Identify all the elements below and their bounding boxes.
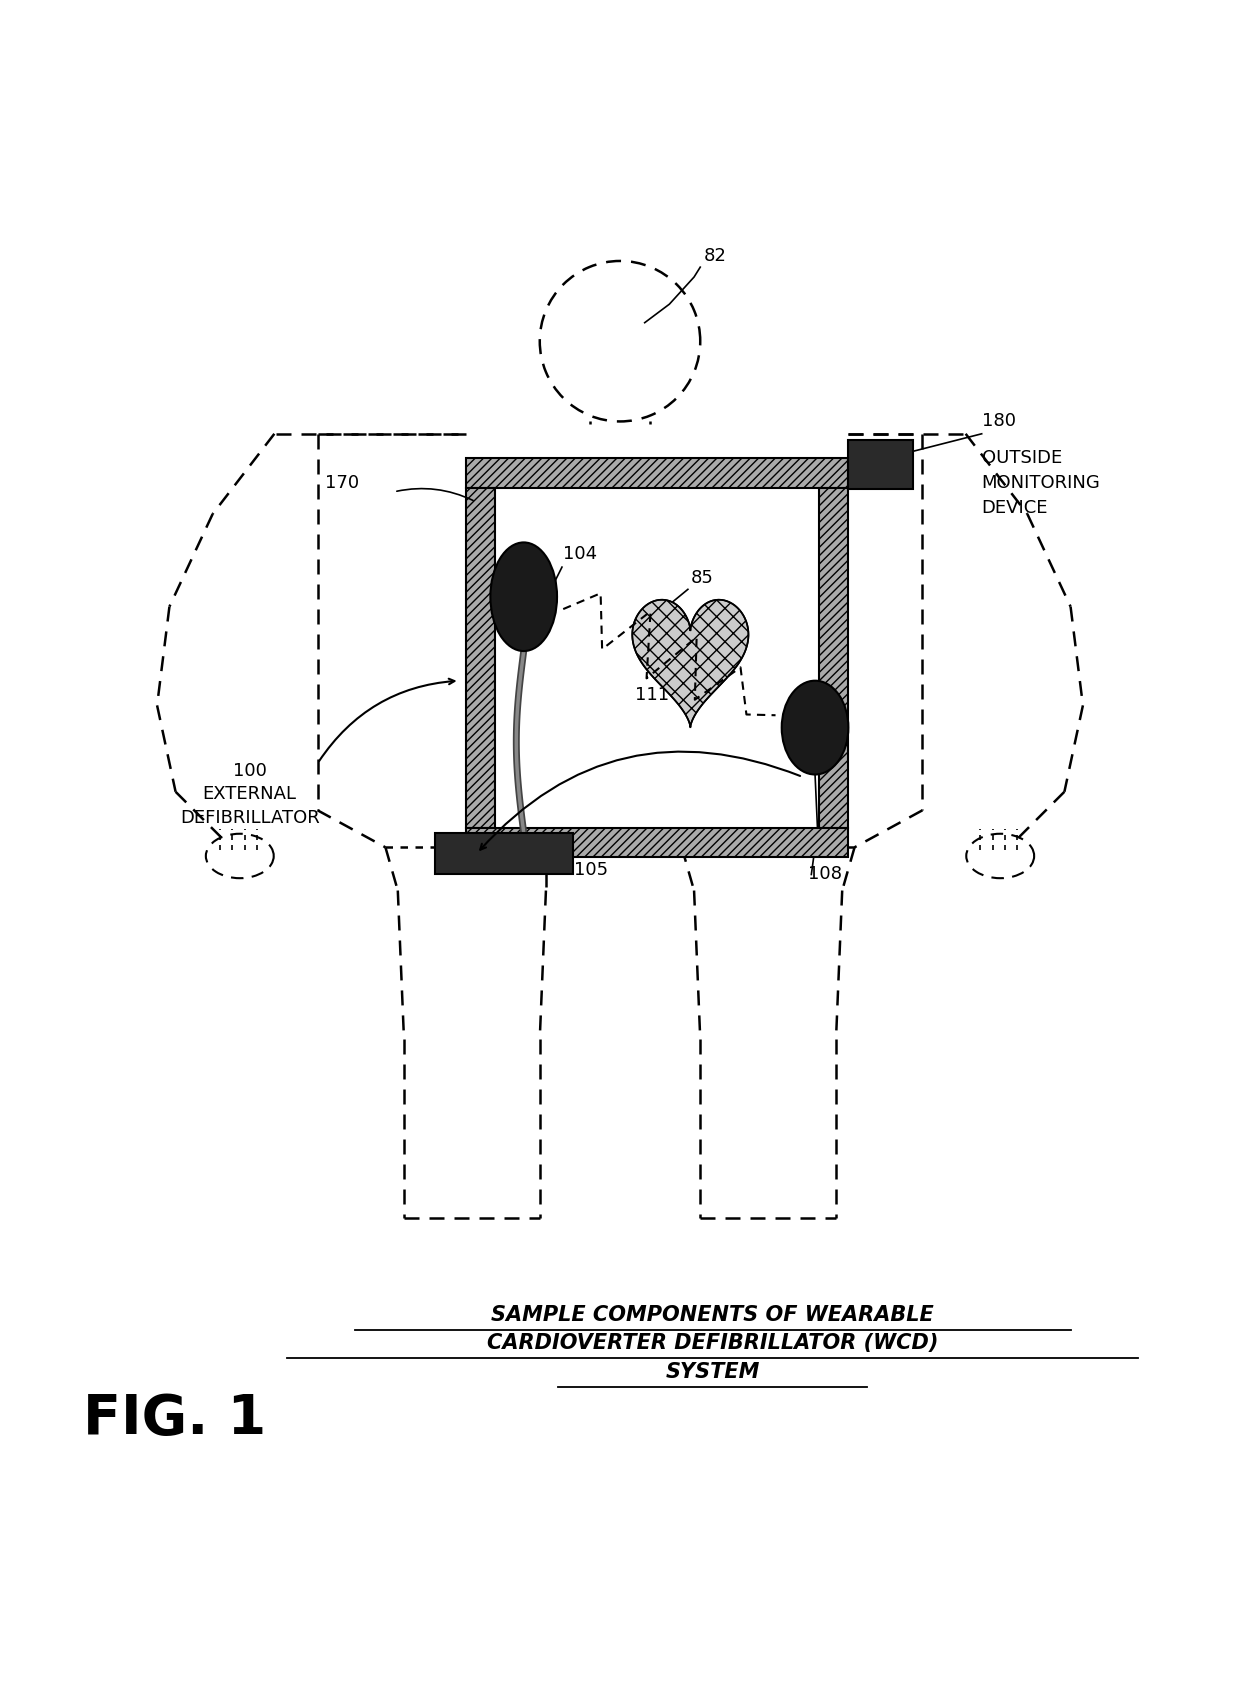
Text: 108: 108 [807,865,842,884]
Text: 82: 82 [704,248,727,265]
Bar [818,488,848,828]
Text: 170: 170 [325,475,360,492]
Ellipse shape [490,543,557,650]
Text: 104: 104 [563,546,598,563]
Text: SAMPLE COMPONENTS OF WEARABLE: SAMPLE COMPONENTS OF WEARABLE [491,1306,934,1325]
Text: DEVICE: DEVICE [982,498,1048,517]
Text: 85: 85 [691,568,713,587]
Bar [466,459,848,488]
Text: 100: 100 [233,761,267,780]
Text: 105: 105 [574,860,609,879]
Text: FIG. 1: FIG. 1 [83,1391,267,1446]
Text: DEFIBRILLATOR: DEFIBRILLATOR [180,809,320,826]
Bar [466,488,495,828]
Bar [848,440,913,490]
Text: CARDIOVERTER DEFIBRILLATOR (WCD): CARDIOVERTER DEFIBRILLATOR (WCD) [487,1333,939,1354]
Text: 180: 180 [982,411,1016,430]
Text: OUTSIDE: OUTSIDE [982,449,1061,468]
Ellipse shape [781,681,848,775]
Bar [466,828,848,857]
Bar [435,833,573,874]
Text: SYSTEM: SYSTEM [666,1362,760,1383]
Polygon shape [632,599,749,727]
Text: 111: 111 [635,686,668,705]
Text: EXTERNAL: EXTERNAL [202,785,296,804]
Text: MONITORING: MONITORING [982,475,1100,492]
